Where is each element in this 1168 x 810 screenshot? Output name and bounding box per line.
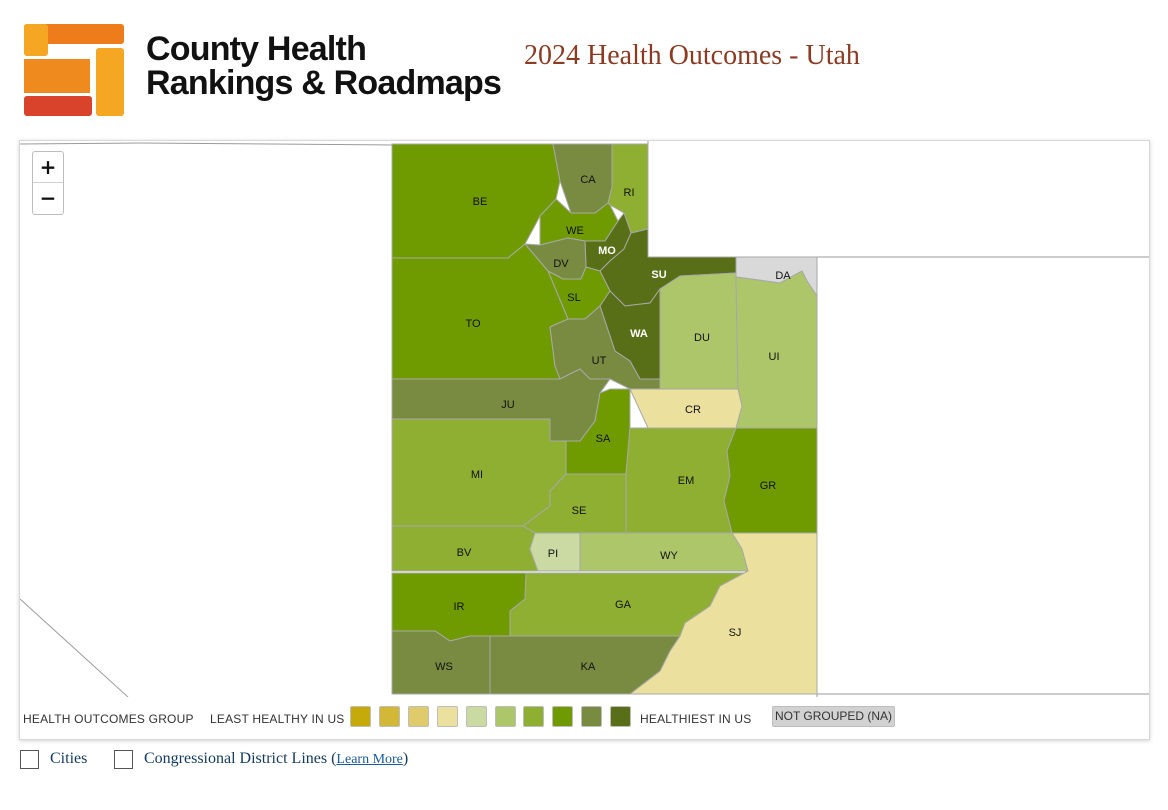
- logo-block-left: [24, 24, 48, 56]
- county-label-wy: WY: [660, 550, 678, 562]
- legend-group-label: HEALTH OUTCOMES GROUP: [23, 712, 194, 726]
- logo-block-mid: [24, 59, 90, 93]
- county-label-da: DA: [775, 270, 791, 282]
- zoom-in-button[interactable]: +: [39, 155, 57, 179]
- county-du[interactable]: [659, 272, 739, 390]
- state-line-nevada-ca: [20, 598, 129, 697]
- county-label-se: SE: [572, 505, 587, 517]
- county-label-ju: JU: [501, 399, 515, 411]
- districts-checkbox[interactable]: [114, 750, 133, 769]
- county-label-mi: MI: [471, 469, 483, 481]
- cities-checkbox[interactable]: [20, 750, 39, 769]
- county-label-mo: MO: [598, 245, 616, 257]
- county-gr[interactable]: [723, 427, 818, 534]
- legend-swatch-8[interactable]: [552, 706, 573, 727]
- county-label-du: DU: [694, 332, 710, 344]
- county-polygons: [391, 143, 818, 695]
- zoom-control: + −: [32, 151, 64, 215]
- legend-swatch-3[interactable]: [408, 706, 429, 727]
- county-ws[interactable]: [391, 630, 491, 695]
- county-label-sj: SJ: [729, 627, 742, 639]
- county-label-sl: SL: [567, 292, 580, 304]
- county-label-ut: UT: [592, 355, 607, 367]
- logo-block-right: [96, 48, 124, 116]
- chr-logo[interactable]: [24, 24, 124, 116]
- county-label-ri: RI: [624, 187, 635, 199]
- county-label-to: TO: [465, 318, 481, 330]
- county-label-ca: CA: [580, 174, 596, 186]
- legend-swatch-2[interactable]: [379, 706, 400, 727]
- county-cr[interactable]: [629, 388, 743, 429]
- county-ui[interactable]: [735, 270, 818, 429]
- legend-healthiest-label: HEALTHIEST IN US: [640, 712, 752, 726]
- logo-block-bottom: [24, 96, 92, 116]
- map-panel[interactable]: BE CA RI WE MO DV SU DA SL TO WA DU UI U…: [19, 140, 1150, 740]
- legend-swatch-10[interactable]: [610, 706, 631, 727]
- county-label-ga: GA: [615, 599, 632, 611]
- legend-not-grouped[interactable]: NOT GROUPED (NA): [772, 706, 895, 727]
- districts-label: Congressional District Lines (Learn More…: [144, 750, 408, 768]
- county-label-wa: WA: [630, 328, 648, 340]
- header: County Health Rankings & Roadmaps 2024 H…: [0, 0, 1168, 130]
- legend-swatch-9[interactable]: [581, 706, 602, 727]
- county-label-dv: DV: [553, 258, 569, 270]
- districts-label-text: Congressional District Lines (: [144, 750, 337, 767]
- county-ka[interactable]: [489, 635, 681, 695]
- county-label-bv: BV: [457, 547, 472, 559]
- zoom-out-button[interactable]: −: [33, 182, 63, 213]
- legend-swatch-7[interactable]: [523, 706, 544, 727]
- districts-close-paren: ): [402, 750, 409, 767]
- brand-line-1: County Health: [146, 30, 367, 68]
- county-label-cr: CR: [685, 404, 701, 416]
- state-line-north: [20, 142, 393, 146]
- legend-swatch-5[interactable]: [466, 706, 487, 727]
- page-title: 2024 Health Outcomes - Utah: [524, 40, 860, 71]
- legend-swatch-4[interactable]: [437, 706, 458, 727]
- logo-block-top: [24, 24, 124, 44]
- county-label-su: SU: [651, 269, 666, 281]
- county-label-ka: KA: [581, 661, 596, 673]
- county-label-ws: WS: [435, 661, 453, 673]
- county-labels: BE CA RI WE MO DV SU DA SL TO WA DU UI U…: [435, 174, 791, 673]
- county-label-gr: GR: [760, 480, 777, 492]
- county-to[interactable]: [391, 243, 569, 380]
- county-label-pi: PI: [548, 548, 558, 560]
- county-label-em: EM: [678, 475, 695, 487]
- state-line-idaho-east: [647, 141, 1149, 258]
- legend-least-healthy-label: LEAST HEALTHY IN US: [210, 712, 345, 726]
- brand-name: County Health Rankings & Roadmaps: [146, 30, 502, 102]
- utah-county-map[interactable]: BE CA RI WE MO DV SU DA SL TO WA DU UI U…: [20, 141, 1149, 697]
- county-label-ui: UI: [769, 351, 780, 363]
- county-label-be: BE: [473, 196, 488, 208]
- county-label-we: WE: [566, 225, 584, 237]
- county-label-ir: IR: [454, 601, 465, 613]
- map-legend: HEALTH OUTCOMES GROUP LEAST HEALTHY IN U…: [20, 697, 1149, 739]
- cities-label: Cities: [50, 750, 88, 767]
- learn-more-link[interactable]: Learn More: [336, 752, 403, 767]
- brand-line-2: Rankings & Roadmaps: [146, 64, 502, 102]
- legend-swatch-1[interactable]: [350, 706, 371, 727]
- county-label-sa: SA: [596, 433, 611, 445]
- county-pi[interactable]: [529, 532, 581, 572]
- legend-swatch-6[interactable]: [495, 706, 516, 727]
